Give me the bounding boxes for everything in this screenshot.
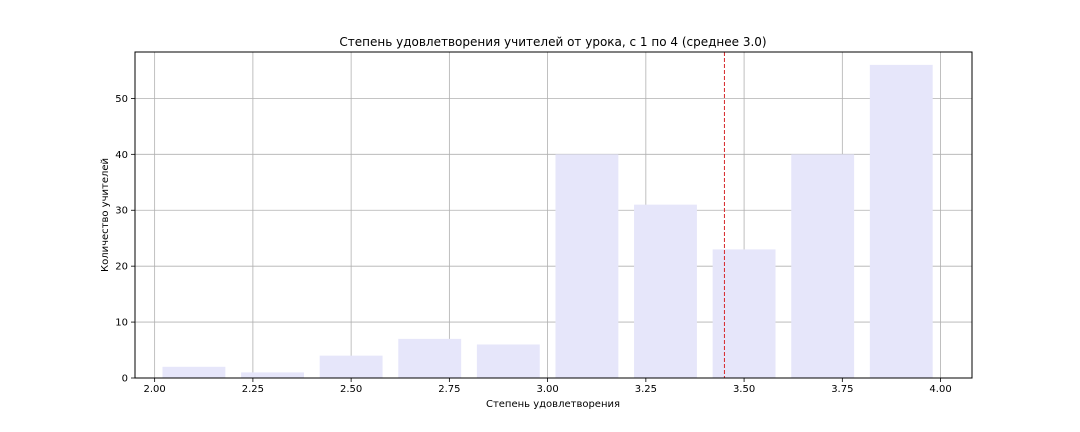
x-tick-label: 3.50 [733,384,755,395]
histogram-bar [555,154,619,378]
histogram-bar [869,64,933,379]
x-axis-label: Степень удовлетворения [486,399,620,410]
x-tick-label: 3.75 [831,384,853,395]
y-axis-label: Количество учителей [100,158,111,272]
y-tick-label: 10 [115,318,128,329]
histogram-bar [712,249,776,378]
x-tick-label: 3.25 [635,384,657,395]
x-tick-label: 2.75 [438,384,460,395]
histogram-bar [162,366,226,378]
x-tick-label: 2.50 [340,384,362,395]
chart-title: Степень удовлетворения учителей от урока… [339,35,766,49]
y-tick-label: 50 [115,94,128,105]
y-axis-ticks: 0 10 20 30 40 50 [115,94,135,385]
y-tick-label: 40 [115,150,128,161]
histogram-bar [634,204,697,378]
y-tick-label: 0 [122,374,128,385]
y-tick-label: 30 [115,206,128,217]
x-axis-ticks: 2.00 2.25 2.50 2.75 3.00 3.25 3.50 3.75 4.00 [144,378,952,395]
y-tick-label: 20 [115,262,128,273]
x-tick-label: 2.00 [144,384,166,395]
x-tick-label: 3.00 [536,384,558,395]
x-tick-label: 2.25 [242,384,264,395]
plot-area-frame [134,51,973,379]
x-tick-label: 4.00 [929,384,951,395]
histogram-bar [476,344,540,378]
bars [162,64,933,379]
histogram-bar [398,338,462,378]
histogram-bar [319,355,383,378]
histogram-bar [241,372,304,378]
histogram-bar [791,154,855,378]
